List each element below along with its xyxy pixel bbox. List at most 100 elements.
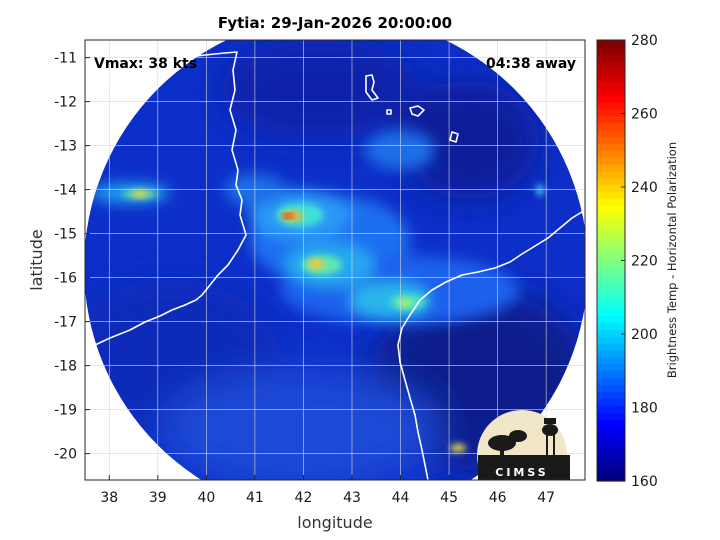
x-axis-label: longitude [297,513,372,532]
colorbar-segment [597,232,625,241]
colorbar: 160 180 200 220 240 260 280 Brightness Temp - … [596,33,679,490]
colorbar-segment [597,370,625,379]
logo-text: CIMSS [495,466,548,479]
colorbar-segment [597,164,625,172]
grid-lines [85,40,585,480]
colorbar-tick-label: 160 [631,474,658,490]
colorbar-segment [597,60,625,69]
colorbar-segment [597,170,625,179]
x-tick-label: 45 [440,490,458,506]
colorbar-segment [597,398,625,406]
colorbar-segment [597,294,625,303]
colorbar-segment [597,184,625,193]
colorbar-segment [597,239,625,248]
colorbar-segment [597,150,625,158]
y-tick-label: -17 [54,315,77,331]
colorbar-segment [597,377,625,386]
colorbar-segment [597,136,625,144]
colorbar-segment [597,108,625,117]
colorbar-segment [597,246,625,255]
colorbar-segment [597,177,625,186]
colorbar-segment [597,53,625,62]
colorbar-tick-label: 220 [631,254,658,270]
colorbar-segment [597,336,625,344]
brightness-temp-swath [85,40,585,480]
y-tick-label: -14 [54,183,77,199]
x-tick-label: 47 [537,490,555,506]
colorbar-segment [597,467,625,475]
colorbar-segment [597,439,625,448]
colorbar-segment [597,308,625,317]
colorbar-segment [597,46,625,55]
colorbar-segment [597,122,625,131]
colorbar-segment [597,143,625,151]
colorbar-segment [597,418,625,427]
colorbar-segment [597,432,625,441]
x-tick-label: 46 [489,490,507,506]
colorbar-segment [597,67,625,76]
x-tick-label: 42 [295,490,313,506]
x-axis-ticks: 38 39 40 41 42 43 44 45 46 47 [100,475,555,506]
colorbar-tick-label: 200 [631,327,658,343]
x-tick-label: 44 [392,490,410,506]
colorbar-segment [597,425,625,434]
colorbar-segment [597,356,625,365]
colorbar-tick-label: 260 [631,107,658,123]
colorbar-segment [597,363,625,372]
y-tick-label: -20 [54,447,77,463]
colorbar-segment [597,198,625,206]
coastlines [85,51,585,480]
colorbar-segment [597,226,625,234]
vmax-label: Vmax: 38 kts [94,56,197,72]
y-axis-ticks: -11 -12 -13 -14 -15 -16 -17 -18 -19 -20 [54,51,90,463]
colorbar-segment [597,288,625,296]
cimss-logo: CIMSS [477,410,570,480]
colorbar-segment [597,260,625,268]
colorbar-segment [597,460,625,468]
x-tick-label: 41 [246,490,264,506]
colorbar-segment [597,329,625,337]
y-tick-label: -19 [54,403,77,419]
colorbar-segment [597,446,625,455]
x-tick-label: 43 [343,490,361,506]
y-axis-label: latitude [27,229,46,290]
colorbar-segment [597,253,625,262]
colorbar-tick-label: 280 [631,33,658,49]
colorbar-segment [597,157,625,165]
y-tick-label: -13 [54,139,77,155]
colorbar-strip [597,40,625,482]
y-tick-label: -12 [54,95,77,111]
colorbar-segment [597,384,625,393]
colorbar-ticks: 160 180 200 220 240 260 280 [621,33,658,490]
colorbar-segment [597,315,625,324]
colorbar-segment [597,281,625,289]
colorbar-tick-label: 180 [631,401,658,417]
colorbar-segment [597,102,625,110]
colorbar-segment [597,205,625,213]
x-tick-label: 40 [197,490,215,506]
axes-frame [84,39,586,481]
away-label: 04:38 away [486,56,576,72]
colorbar-segment [597,301,625,310]
colorbar-segment [597,412,625,420]
colorbar-segment [597,115,625,124]
x-tick-label: 38 [100,490,118,506]
y-tick-label: -16 [54,271,77,287]
colorbar-segment [597,322,625,331]
colorbar-label: Brightness Temp - Horizontal Polarizatio… [665,142,679,378]
colorbar-segment [597,453,625,461]
colorbar-segment [597,74,625,82]
colorbar-segment [597,350,625,358]
y-tick-label: -15 [54,227,77,243]
chart-title: Fytia: 29-Jan-2026 20:00:00 [218,14,452,32]
colorbar-segment [597,191,625,200]
colorbar-segment [597,129,625,138]
colorbar-segment [597,219,625,227]
colorbar-segment [597,474,625,482]
y-tick-label: -11 [54,51,77,67]
colorbar-segment [597,267,625,275]
colorbar-tick-label: 240 [631,180,658,196]
colorbar-segment [597,343,625,351]
colorbar-segment [597,391,625,399]
